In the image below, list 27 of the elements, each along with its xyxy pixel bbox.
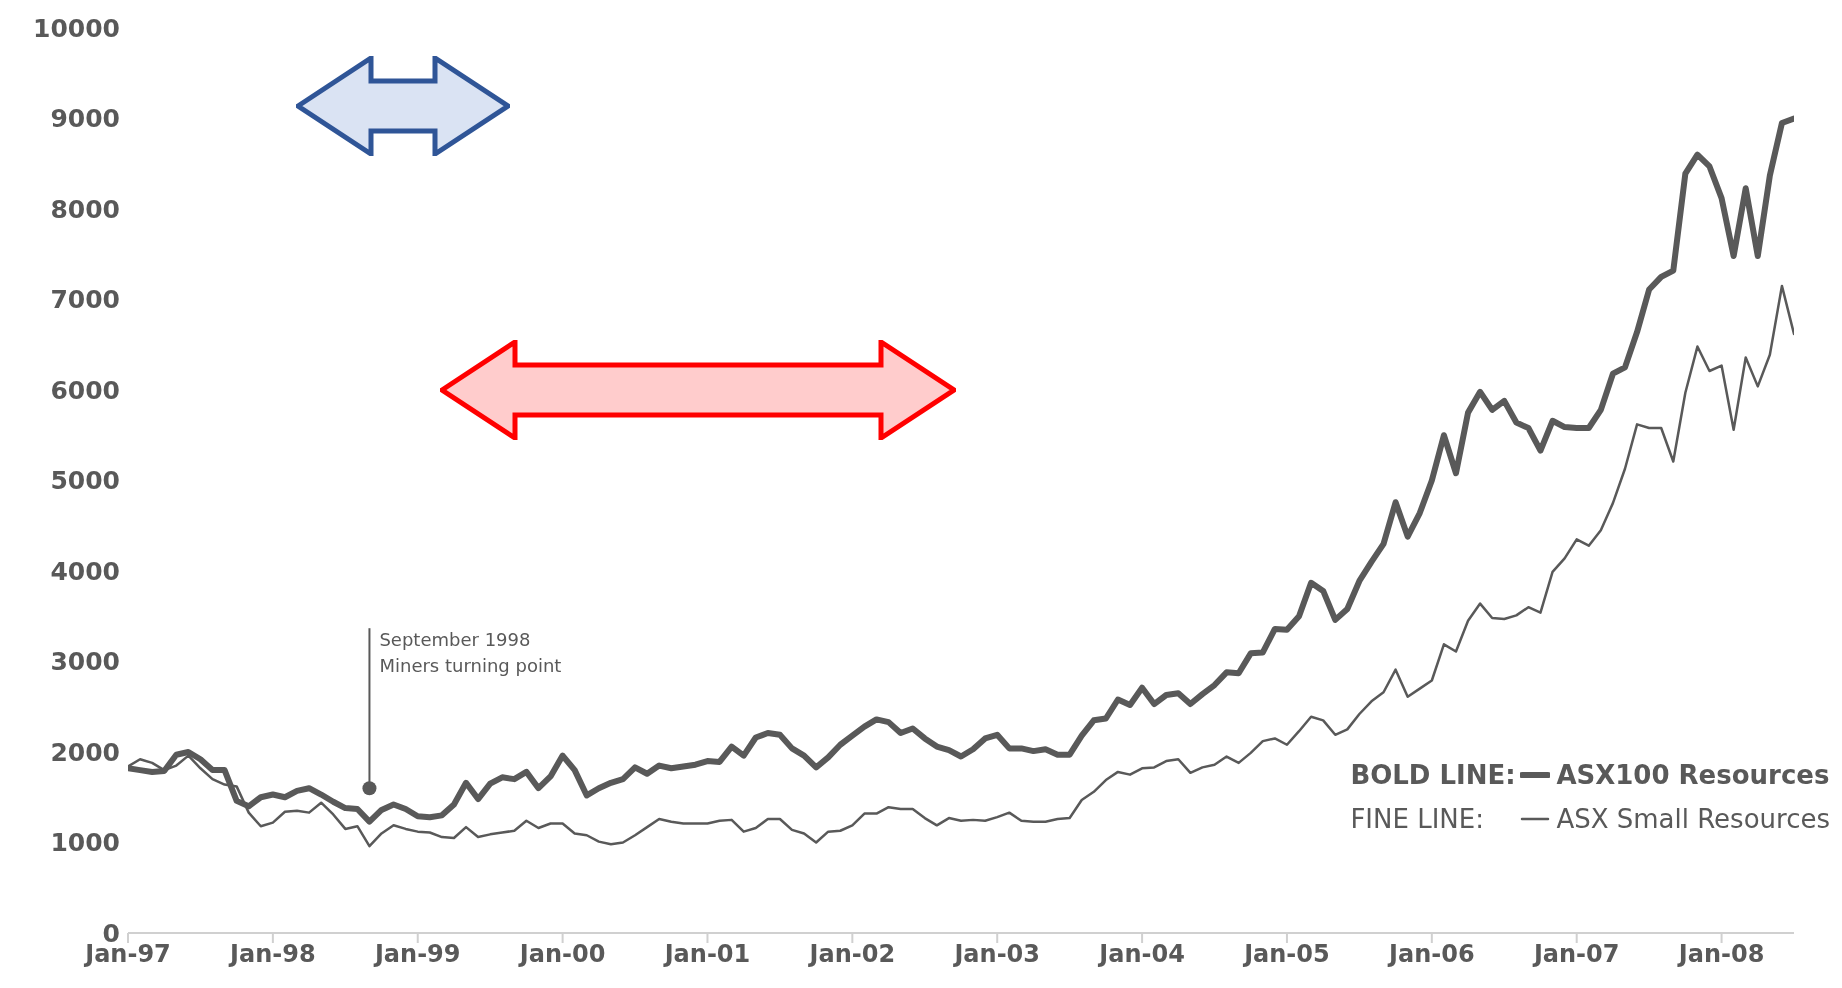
- x-tick-label: Jan-01: [662, 940, 751, 969]
- y-tick-label: 9000: [50, 104, 120, 134]
- y-tick-label: 3000: [50, 647, 120, 677]
- annotation: September 1998 Miners turning point: [379, 629, 562, 677]
- y-tick-label: 4000: [50, 556, 120, 586]
- x-tick-label: Jan-99: [372, 940, 461, 969]
- y-tick-label: 6000: [50, 375, 120, 405]
- x-tick-label: Jan-00: [517, 940, 606, 969]
- y-tick-label: 10000: [33, 13, 120, 43]
- y-tick-label: 1000: [50, 828, 120, 858]
- y-tick-label: 0: [102, 918, 120, 948]
- y-tick-label: 2000: [50, 737, 120, 767]
- x-tick-label: Jan-08: [1676, 940, 1765, 969]
- x-tick-label: Jan-06: [1387, 940, 1475, 969]
- x-tick-label: Jan-07: [1531, 940, 1620, 969]
- x-tick-label: Jan-05: [1242, 940, 1330, 969]
- x-tick-label: Jan-03: [952, 940, 1041, 969]
- x-tick-label: Jan-98: [228, 940, 316, 969]
- y-tick-label: 5000: [50, 466, 120, 496]
- legend-label: ASX100 Resources: [1556, 759, 1830, 792]
- annotation: FINE LINE:: [1350, 803, 1485, 836]
- y-tick-label: 7000: [50, 285, 120, 315]
- x-tick-label: Jan-04: [1097, 940, 1185, 969]
- x-tick-label: Jan-02: [807, 940, 896, 969]
- annotation: BOLD LINE:: [1350, 759, 1517, 792]
- legend-label: ASX Small Resources: [1556, 803, 1830, 836]
- y-tick-label: 8000: [50, 194, 120, 224]
